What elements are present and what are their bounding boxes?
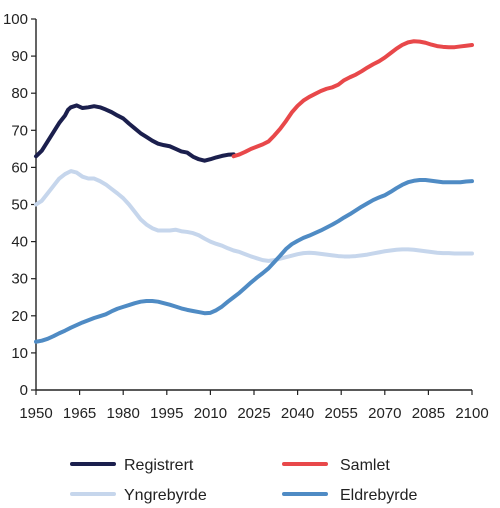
series-lines bbox=[34, 39, 474, 344]
y-tick-label: 20 bbox=[11, 308, 28, 325]
legend: Registrert Samlet Yngrebyrde Eldrebyrde bbox=[70, 457, 417, 504]
legend-label-yngrebyrde: Yngrebyrde bbox=[124, 487, 207, 504]
y-tick-label: 50 bbox=[11, 197, 28, 214]
series-line-samlet bbox=[231, 39, 474, 159]
legend-label-registrert: Registrert bbox=[124, 457, 194, 474]
x-tick-label: 2010 bbox=[194, 405, 227, 422]
y-tick-label: 30 bbox=[11, 271, 28, 288]
x-tick-label: 1965 bbox=[63, 405, 96, 422]
series-line-registrert bbox=[34, 103, 236, 163]
y-tick-label: 40 bbox=[11, 234, 28, 251]
legend-label-samlet: Samlet bbox=[340, 457, 390, 474]
legend-label-eldrebyrde: Eldrebyrde bbox=[340, 487, 417, 504]
x-tick-label: 1995 bbox=[150, 405, 183, 422]
axes bbox=[35, 19, 472, 391]
y-tick-label: 100 bbox=[3, 11, 28, 28]
series-line-yngrebyrde bbox=[34, 169, 474, 263]
x-tick-label: 2025 bbox=[237, 405, 270, 422]
x-tick-label: 1950 bbox=[19, 405, 52, 422]
legend-item-yngrebyrde: Yngrebyrde bbox=[70, 487, 207, 504]
x-tick-label: 2055 bbox=[325, 405, 358, 422]
x-tick-label: 2085 bbox=[412, 405, 445, 422]
x-tick-label: 1980 bbox=[107, 405, 140, 422]
x-tick-label: 2100 bbox=[455, 405, 488, 422]
y-tick-label: 0 bbox=[20, 382, 28, 399]
legend-item-eldrebyrde: Eldrebyrde bbox=[282, 487, 417, 504]
y-tick-label: 70 bbox=[11, 122, 28, 139]
x-ticks: 1950 1965 1980 1995 2010 2025 2040 2055 2070 2085… bbox=[19, 390, 489, 422]
x-tick-label: 2040 bbox=[281, 405, 314, 422]
legend-item-samlet: Samlet bbox=[282, 457, 390, 474]
x-tick-label: 2070 bbox=[368, 405, 401, 422]
y-tick-label: 90 bbox=[11, 48, 28, 65]
y-tick-label: 60 bbox=[11, 159, 28, 176]
y-tick-label: 10 bbox=[11, 345, 28, 362]
series-line-eldrebyrde bbox=[34, 178, 474, 344]
y-ticks: 0 10 20 30 40 50 60 70 80 90 100 bbox=[3, 11, 36, 399]
y-tick-label: 80 bbox=[11, 85, 28, 102]
legend-item-registrert: Registrert bbox=[70, 457, 194, 474]
